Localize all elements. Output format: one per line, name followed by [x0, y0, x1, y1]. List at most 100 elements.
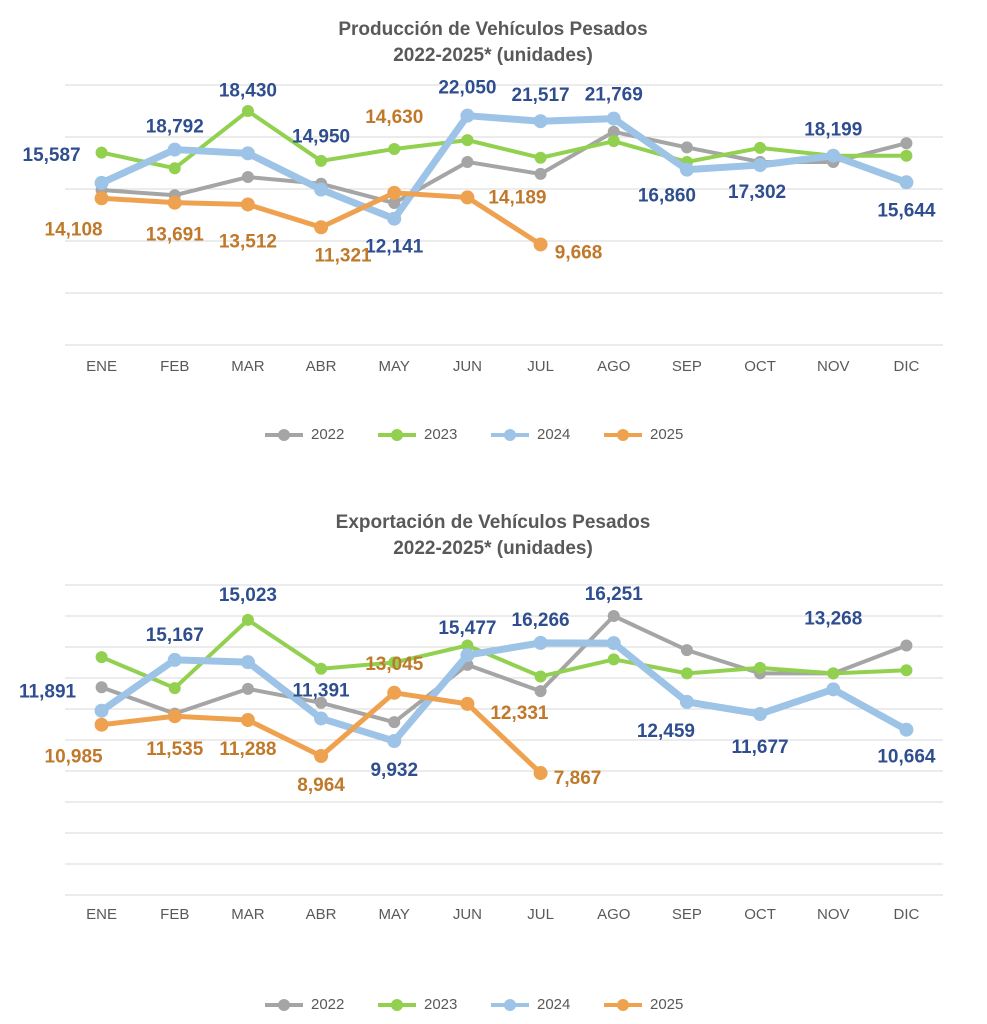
point	[826, 682, 841, 697]
point	[900, 664, 913, 677]
legend-marker	[504, 999, 516, 1011]
value-label: 15,167	[146, 625, 204, 646]
point	[607, 653, 620, 666]
value-label: 15,587	[23, 145, 81, 166]
value-label: 17,302	[728, 182, 786, 203]
x-tick-label: MAR	[231, 906, 265, 923]
value-label: 18,199	[804, 120, 862, 141]
point	[606, 111, 621, 126]
value-label: 11,891	[19, 682, 76, 703]
value-label: 9,668	[555, 242, 603, 263]
value-label: 11,321	[315, 245, 372, 266]
point	[680, 644, 693, 657]
legend-label: 2022	[311, 426, 344, 443]
x-tick-label: SEP	[672, 906, 702, 923]
value-label: 12,331	[490, 703, 549, 724]
point	[315, 662, 328, 675]
point	[679, 162, 694, 177]
x-tick-label: AGO	[597, 358, 630, 375]
point	[460, 648, 475, 663]
legend-label: 2022	[311, 996, 344, 1013]
value-label: 16,860	[638, 186, 696, 207]
value-label: 10,985	[45, 747, 104, 768]
point	[607, 610, 620, 622]
value-label: 10,664	[877, 747, 936, 768]
point	[314, 220, 329, 235]
point	[754, 141, 767, 154]
legend-label: 2023	[424, 426, 457, 443]
point	[533, 237, 548, 252]
x-tick-label: JUN	[453, 906, 482, 923]
value-label: 14,189	[488, 187, 546, 208]
point	[388, 656, 401, 669]
point	[460, 190, 475, 205]
point	[240, 713, 255, 728]
legend-label: 2024	[537, 996, 570, 1013]
x-tick-label: ABR	[306, 906, 337, 923]
x-tick-label: DIC	[893, 358, 919, 375]
x-tick-label: SEP	[672, 358, 702, 375]
point	[900, 137, 913, 150]
point	[461, 134, 474, 147]
point	[460, 108, 475, 123]
point	[679, 694, 694, 709]
value-label: 13,045	[365, 654, 424, 675]
point	[753, 158, 768, 173]
point	[167, 142, 182, 157]
x-tick-label: JUL	[527, 358, 554, 375]
x-tick-label: MAR	[231, 358, 265, 375]
x-tick-label: JUL	[527, 906, 554, 923]
point	[167, 195, 182, 210]
value-label: 14,108	[45, 219, 103, 240]
value-label: 21,517	[512, 85, 570, 106]
point	[753, 707, 768, 722]
point	[167, 652, 182, 667]
value-label: 11,288	[219, 739, 276, 760]
point	[241, 613, 254, 626]
point	[240, 655, 255, 670]
legend-marker	[617, 429, 629, 441]
x-tick-label: ENE	[86, 906, 117, 923]
point	[241, 682, 254, 695]
point	[461, 155, 474, 168]
point	[388, 197, 401, 210]
x-tick-label: OCT	[744, 906, 776, 923]
point	[94, 175, 109, 190]
legend-label: 2025	[650, 996, 683, 1013]
point	[95, 146, 108, 159]
legend-label: 2024	[537, 426, 570, 443]
value-label: 12,459	[637, 721, 695, 742]
point	[94, 191, 109, 206]
x-tick-label: NOV	[817, 358, 850, 375]
value-label: 15,477	[438, 618, 496, 639]
chart-title: Producción de Vehículos Pesados	[338, 19, 647, 40]
point	[168, 682, 181, 695]
value-label: 15,023	[219, 585, 277, 606]
point	[680, 141, 693, 154]
point	[315, 696, 328, 709]
value-label: 11,535	[146, 739, 203, 760]
x-tick-label: FEB	[160, 906, 189, 923]
value-label: 12,141	[365, 237, 424, 258]
legend-marker	[278, 999, 290, 1011]
x-tick-label: AGO	[597, 906, 630, 923]
legend-marker	[617, 999, 629, 1011]
point	[387, 211, 402, 226]
point	[387, 734, 402, 749]
point	[314, 182, 329, 197]
point	[95, 651, 108, 664]
x-tick-label: MAY	[379, 906, 410, 923]
point	[900, 639, 913, 652]
value-label: 14,630	[365, 107, 423, 128]
value-label: 11,677	[732, 737, 789, 758]
chart-title: 2022-2025* (unidades)	[393, 45, 593, 66]
series-line	[100, 112, 908, 223]
point	[754, 661, 767, 674]
point	[95, 681, 108, 694]
point	[94, 703, 109, 718]
point	[533, 766, 548, 781]
value-label: 8,964	[297, 775, 345, 796]
point	[314, 711, 329, 726]
legend-label: 2025	[650, 426, 683, 443]
value-label: 16,266	[512, 610, 570, 631]
